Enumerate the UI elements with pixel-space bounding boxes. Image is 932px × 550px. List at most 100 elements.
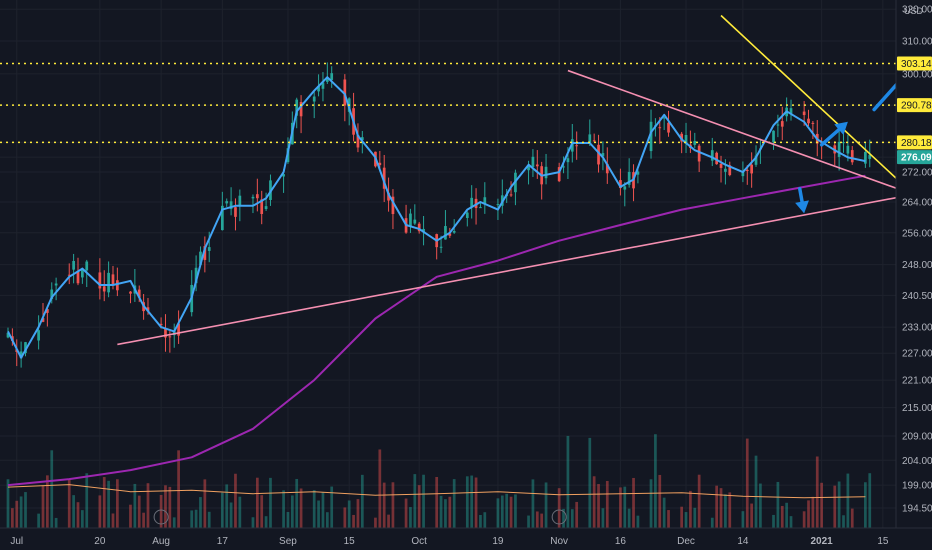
volume-bar (759, 483, 762, 528)
candle-body (295, 99, 299, 116)
volume-bar (347, 500, 351, 528)
volume-bar (837, 481, 841, 528)
volume-bar (116, 479, 119, 528)
candle-body (693, 140, 697, 145)
volume-bar (199, 497, 202, 528)
volume-bar (448, 496, 452, 528)
currency-unit: USD (904, 6, 924, 16)
y-tick-label: 248.00 (902, 260, 932, 271)
y-tick-label: 215.00 (902, 403, 932, 414)
volume-bar (422, 474, 425, 528)
volume-bar (474, 477, 478, 528)
volume-bar (6, 479, 10, 528)
volume-bar (102, 477, 106, 528)
volume-bar (435, 476, 439, 528)
volume-bar (391, 482, 395, 528)
candle-body (264, 206, 268, 209)
candle-body (597, 144, 600, 165)
arrow-shaft (819, 127, 841, 147)
price-axis[interactable] (896, 0, 932, 528)
volume-bar (295, 478, 299, 528)
candle-body (623, 186, 627, 190)
volume-bar (776, 481, 780, 528)
candle-body (710, 150, 714, 161)
volume-bar (601, 508, 605, 528)
candle-body (137, 289, 141, 298)
volume-bar (697, 474, 701, 528)
x-tick-label: 2021 (811, 536, 834, 547)
volume-bar (811, 496, 815, 528)
candle-body (741, 172, 745, 177)
candle-body (220, 205, 224, 231)
candle-body (255, 194, 259, 199)
candle-body (619, 180, 622, 189)
volume-bar (159, 494, 163, 528)
candle-body (312, 96, 316, 102)
arrow-head (795, 200, 809, 214)
candle-body (85, 261, 89, 271)
candle-body (483, 197, 487, 205)
candle-body (129, 291, 132, 294)
candle-body (382, 167, 386, 189)
candle-body (868, 154, 872, 159)
volume-bar (98, 495, 102, 528)
volume-bar (360, 474, 364, 528)
candle-body (728, 165, 732, 176)
trendline (117, 193, 914, 346)
y-tick-label: 209.00 (902, 432, 932, 443)
volume-bars (6, 434, 872, 528)
volume-bar (719, 488, 723, 528)
time-axis[interactable] (0, 528, 932, 550)
price-level-tag-label: 280.18 (901, 138, 932, 149)
volume-bar (269, 477, 272, 528)
candle-body (46, 309, 49, 313)
candle-body (715, 152, 719, 165)
price-tags: 303.14 290.78 280.18 276.09 (153, 56, 932, 525)
candle-body (321, 82, 325, 89)
watermark-logo (551, 509, 567, 525)
volume-bar (41, 485, 45, 528)
candle-body (684, 134, 688, 144)
volume-bar (592, 476, 596, 528)
volume-bar (514, 494, 517, 528)
y-tick-label: 204.00 (902, 456, 932, 467)
candle-body (6, 332, 10, 338)
candle-body (636, 171, 640, 175)
candle-body (387, 192, 390, 201)
candle-body (527, 166, 530, 171)
grid (0, 0, 896, 528)
sma-line (7, 174, 866, 487)
candle-body (601, 153, 605, 157)
arrow-shaft (798, 187, 804, 204)
candle-body (566, 158, 570, 163)
volume-bar (37, 513, 40, 528)
x-tick-label: Sep (279, 536, 297, 547)
volume-bar (413, 474, 417, 528)
volume-bar (846, 473, 850, 528)
candle-body (724, 168, 727, 172)
y-tick-label: 221.00 (902, 376, 932, 387)
volume-bar (531, 479, 535, 528)
volume_ma-line (7, 484, 866, 499)
candle-body (225, 201, 229, 204)
volume-bar (689, 490, 692, 528)
volume-bar (710, 517, 714, 528)
volume-bar (409, 507, 412, 528)
x-tick-label: 14 (737, 536, 749, 547)
candle-body (772, 130, 775, 143)
volume-bar (356, 499, 360, 528)
volume-bar (724, 494, 727, 528)
candle-body (846, 145, 850, 154)
trendline (720, 14, 915, 195)
candle-body (776, 124, 780, 126)
volume-bar (286, 511, 290, 528)
volume-bar (111, 513, 115, 528)
x-tick-label: 16 (615, 536, 627, 547)
y-tick-label: 264.00 (902, 197, 932, 208)
candle-body (588, 134, 592, 143)
price-level-tag-label: 303.14 (901, 59, 932, 70)
volume-bar (789, 516, 793, 528)
volume-bar (802, 511, 806, 528)
volume-bar (164, 485, 167, 528)
